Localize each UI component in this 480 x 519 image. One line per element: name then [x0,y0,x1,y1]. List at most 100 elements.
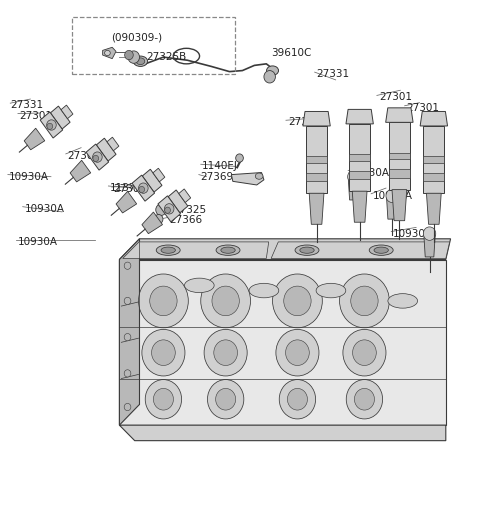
Text: 1140EJ: 1140EJ [202,161,238,171]
Polygon shape [306,173,327,181]
Ellipse shape [216,245,240,255]
Circle shape [93,152,102,162]
Polygon shape [420,112,447,126]
Polygon shape [389,122,410,189]
Circle shape [343,330,386,376]
Circle shape [286,340,309,365]
Polygon shape [306,156,327,163]
Polygon shape [424,234,435,257]
Polygon shape [61,105,73,119]
Circle shape [124,262,131,269]
Polygon shape [303,112,330,126]
Text: 27331: 27331 [10,100,43,110]
Circle shape [139,183,148,193]
Circle shape [124,334,131,341]
Polygon shape [107,137,119,151]
Polygon shape [352,191,367,222]
Text: 10930A: 10930A [393,228,433,239]
Ellipse shape [300,247,314,253]
Text: (090309-): (090309-) [111,33,162,43]
Circle shape [165,207,170,213]
Polygon shape [142,212,163,234]
Polygon shape [50,106,70,129]
Circle shape [346,379,383,419]
Text: 27301: 27301 [407,103,440,113]
Polygon shape [348,176,360,200]
Text: 11375: 11375 [110,183,143,193]
Text: 10930A: 10930A [17,237,58,248]
Polygon shape [179,189,191,202]
Circle shape [354,388,374,410]
Circle shape [124,403,131,411]
Text: 10930A: 10930A [373,191,413,201]
Circle shape [386,189,398,202]
Circle shape [155,214,163,224]
Ellipse shape [136,58,145,65]
Circle shape [156,204,166,215]
Polygon shape [168,190,188,213]
Circle shape [236,154,243,162]
Text: 27301: 27301 [379,92,412,102]
Circle shape [288,388,307,410]
Polygon shape [349,171,370,179]
Polygon shape [386,196,398,219]
Text: 27366: 27366 [169,215,202,225]
Circle shape [264,71,276,83]
Circle shape [93,155,99,161]
Text: 27325: 27325 [173,205,206,215]
Circle shape [279,379,316,419]
Circle shape [276,330,319,376]
Polygon shape [96,138,116,161]
Circle shape [124,297,131,305]
Text: 27301: 27301 [288,117,321,127]
Circle shape [214,340,238,365]
Text: 27369: 27369 [200,172,233,182]
Circle shape [139,274,188,328]
Polygon shape [142,169,162,192]
Circle shape [125,50,133,60]
Circle shape [152,340,175,365]
Circle shape [124,370,131,377]
Ellipse shape [295,245,319,255]
Circle shape [351,286,378,316]
Ellipse shape [316,283,346,298]
Polygon shape [86,144,108,170]
Circle shape [284,286,311,316]
Circle shape [348,170,360,183]
Circle shape [47,120,56,130]
Circle shape [216,388,236,410]
Text: 27301: 27301 [68,151,101,161]
Polygon shape [389,153,410,159]
Circle shape [165,203,174,214]
Circle shape [142,330,185,376]
Polygon shape [309,193,324,224]
Polygon shape [132,175,155,201]
Ellipse shape [156,245,180,255]
Polygon shape [40,112,63,138]
Text: 10930A: 10930A [9,172,49,182]
Polygon shape [392,189,407,221]
Polygon shape [70,160,91,182]
Circle shape [423,227,436,240]
Ellipse shape [369,245,393,255]
Polygon shape [103,47,116,59]
Circle shape [201,274,251,328]
Text: 27301: 27301 [114,184,147,194]
Polygon shape [231,172,264,185]
Polygon shape [423,156,444,163]
Circle shape [212,286,240,316]
Polygon shape [386,108,413,122]
Text: 27325B: 27325B [147,51,187,62]
Ellipse shape [161,247,175,253]
Circle shape [273,274,323,328]
Polygon shape [271,242,450,258]
Text: 10930A: 10930A [24,204,65,214]
Text: 39610C: 39610C [271,48,312,59]
Polygon shape [306,126,327,193]
Circle shape [150,286,177,316]
Polygon shape [349,124,370,191]
Ellipse shape [266,66,278,75]
Circle shape [139,186,144,193]
Circle shape [204,330,247,376]
Polygon shape [423,173,444,181]
